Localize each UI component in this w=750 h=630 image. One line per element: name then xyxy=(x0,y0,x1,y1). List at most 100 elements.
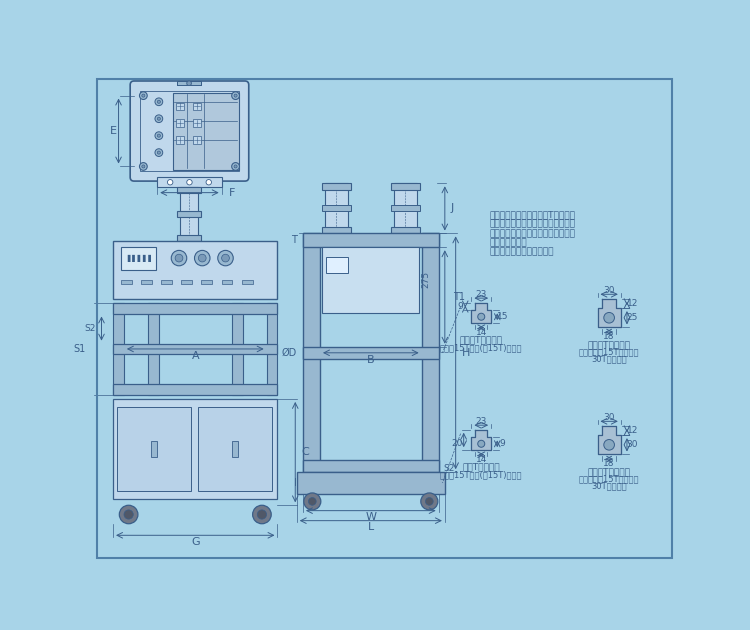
Text: 30: 30 xyxy=(627,440,638,449)
Bar xyxy=(297,472,445,494)
Text: 25: 25 xyxy=(627,313,638,323)
Bar xyxy=(202,280,212,284)
Text: 30T的机型）: 30T的机型） xyxy=(591,481,627,491)
Circle shape xyxy=(142,94,145,97)
Text: （适用15T以下(含15T)机型）: （适用15T以下(含15T)机型） xyxy=(440,470,523,479)
Text: （牙孔固定时需要结合用户模具尺寸: （牙孔固定时需要结合用户模具尺寸 xyxy=(489,229,575,238)
Circle shape xyxy=(171,250,187,266)
Bar xyxy=(141,280,152,284)
Bar xyxy=(113,303,124,395)
Text: T: T xyxy=(291,236,297,245)
Circle shape xyxy=(198,255,206,262)
Text: 注：上模固定方式可选择T型槽固定: 注：上模固定方式可选择T型槽固定 xyxy=(489,210,575,219)
Bar xyxy=(193,120,201,127)
Bar xyxy=(422,234,439,472)
Circle shape xyxy=(604,312,614,323)
Text: E: E xyxy=(110,126,117,136)
Circle shape xyxy=(155,115,163,123)
Bar xyxy=(322,205,351,211)
Bar xyxy=(113,399,278,499)
Bar xyxy=(177,211,202,217)
Circle shape xyxy=(124,510,134,519)
Text: 底板T型槽尺寸: 底板T型槽尺寸 xyxy=(463,462,500,472)
Text: L: L xyxy=(368,522,374,532)
Bar xyxy=(326,256,348,273)
Text: （适用大于15T小于等于: （适用大于15T小于等于 xyxy=(579,474,639,484)
Circle shape xyxy=(257,510,266,519)
Circle shape xyxy=(234,165,237,168)
Circle shape xyxy=(158,134,160,137)
Circle shape xyxy=(142,165,145,168)
Bar xyxy=(394,183,417,234)
Circle shape xyxy=(604,440,614,450)
Bar xyxy=(322,248,419,312)
Circle shape xyxy=(158,100,160,103)
Text: G: G xyxy=(191,537,200,547)
Text: S1: S1 xyxy=(74,344,86,354)
Circle shape xyxy=(194,250,210,266)
Bar xyxy=(148,303,159,395)
Bar xyxy=(303,234,320,472)
Circle shape xyxy=(232,163,239,170)
Bar xyxy=(176,120,184,127)
Bar xyxy=(322,227,351,234)
Circle shape xyxy=(187,81,191,86)
Circle shape xyxy=(478,440,484,447)
Bar xyxy=(242,280,253,284)
Circle shape xyxy=(155,149,163,156)
Circle shape xyxy=(478,313,484,320)
Bar xyxy=(177,187,202,193)
Bar xyxy=(113,343,278,354)
Circle shape xyxy=(140,92,147,100)
Bar xyxy=(391,205,420,211)
Text: （适用15T以下(含15T)机型）: （适用15T以下(含15T)机型） xyxy=(440,343,523,352)
Bar xyxy=(151,442,157,457)
Text: ØD: ØD xyxy=(281,348,297,358)
Bar xyxy=(176,137,184,144)
Text: 移动板T型槽尺寸: 移动板T型槽尺寸 xyxy=(588,467,631,476)
Bar xyxy=(161,280,172,284)
Text: W: W xyxy=(365,512,376,522)
Bar xyxy=(266,303,278,395)
Circle shape xyxy=(217,250,233,266)
Bar xyxy=(113,384,278,395)
Text: F: F xyxy=(230,188,236,198)
Text: 15: 15 xyxy=(497,312,508,321)
Text: 23: 23 xyxy=(476,417,487,426)
Bar xyxy=(140,91,238,171)
Polygon shape xyxy=(598,299,621,328)
Bar xyxy=(391,227,420,234)
Bar xyxy=(121,248,156,270)
Bar xyxy=(193,103,201,110)
Bar xyxy=(222,280,232,284)
Circle shape xyxy=(119,505,138,524)
Text: 或者在移动板上面钒孔使用牙孔固定: 或者在移动板上面钒孔使用牙孔固定 xyxy=(489,220,575,229)
Circle shape xyxy=(304,493,321,510)
Text: ▐▐▐▐▐: ▐▐▐▐▐ xyxy=(124,255,152,263)
Circle shape xyxy=(155,98,163,106)
Bar xyxy=(322,183,351,190)
Circle shape xyxy=(167,180,173,185)
Text: 23: 23 xyxy=(476,290,487,299)
Text: 18: 18 xyxy=(603,332,615,341)
Bar xyxy=(232,303,242,395)
Circle shape xyxy=(175,255,183,262)
Text: 移动板T型槽尺寸: 移动板T型槽尺寸 xyxy=(588,340,631,349)
Text: 孔位来开孔），: 孔位来开孔）， xyxy=(489,238,526,247)
Circle shape xyxy=(308,498,316,505)
Circle shape xyxy=(425,498,433,505)
Text: B: B xyxy=(367,355,375,365)
Circle shape xyxy=(206,180,212,185)
Text: T1: T1 xyxy=(452,292,464,302)
Bar xyxy=(177,235,202,241)
Bar xyxy=(158,177,222,187)
Text: （适用大于15T小于等于: （适用大于15T小于等于 xyxy=(579,348,639,357)
Bar xyxy=(172,93,238,169)
Circle shape xyxy=(421,493,438,510)
Circle shape xyxy=(158,151,160,154)
Circle shape xyxy=(253,505,272,524)
Circle shape xyxy=(158,117,160,120)
Text: 14: 14 xyxy=(476,328,487,337)
Text: C: C xyxy=(302,447,309,457)
Bar xyxy=(113,303,278,314)
